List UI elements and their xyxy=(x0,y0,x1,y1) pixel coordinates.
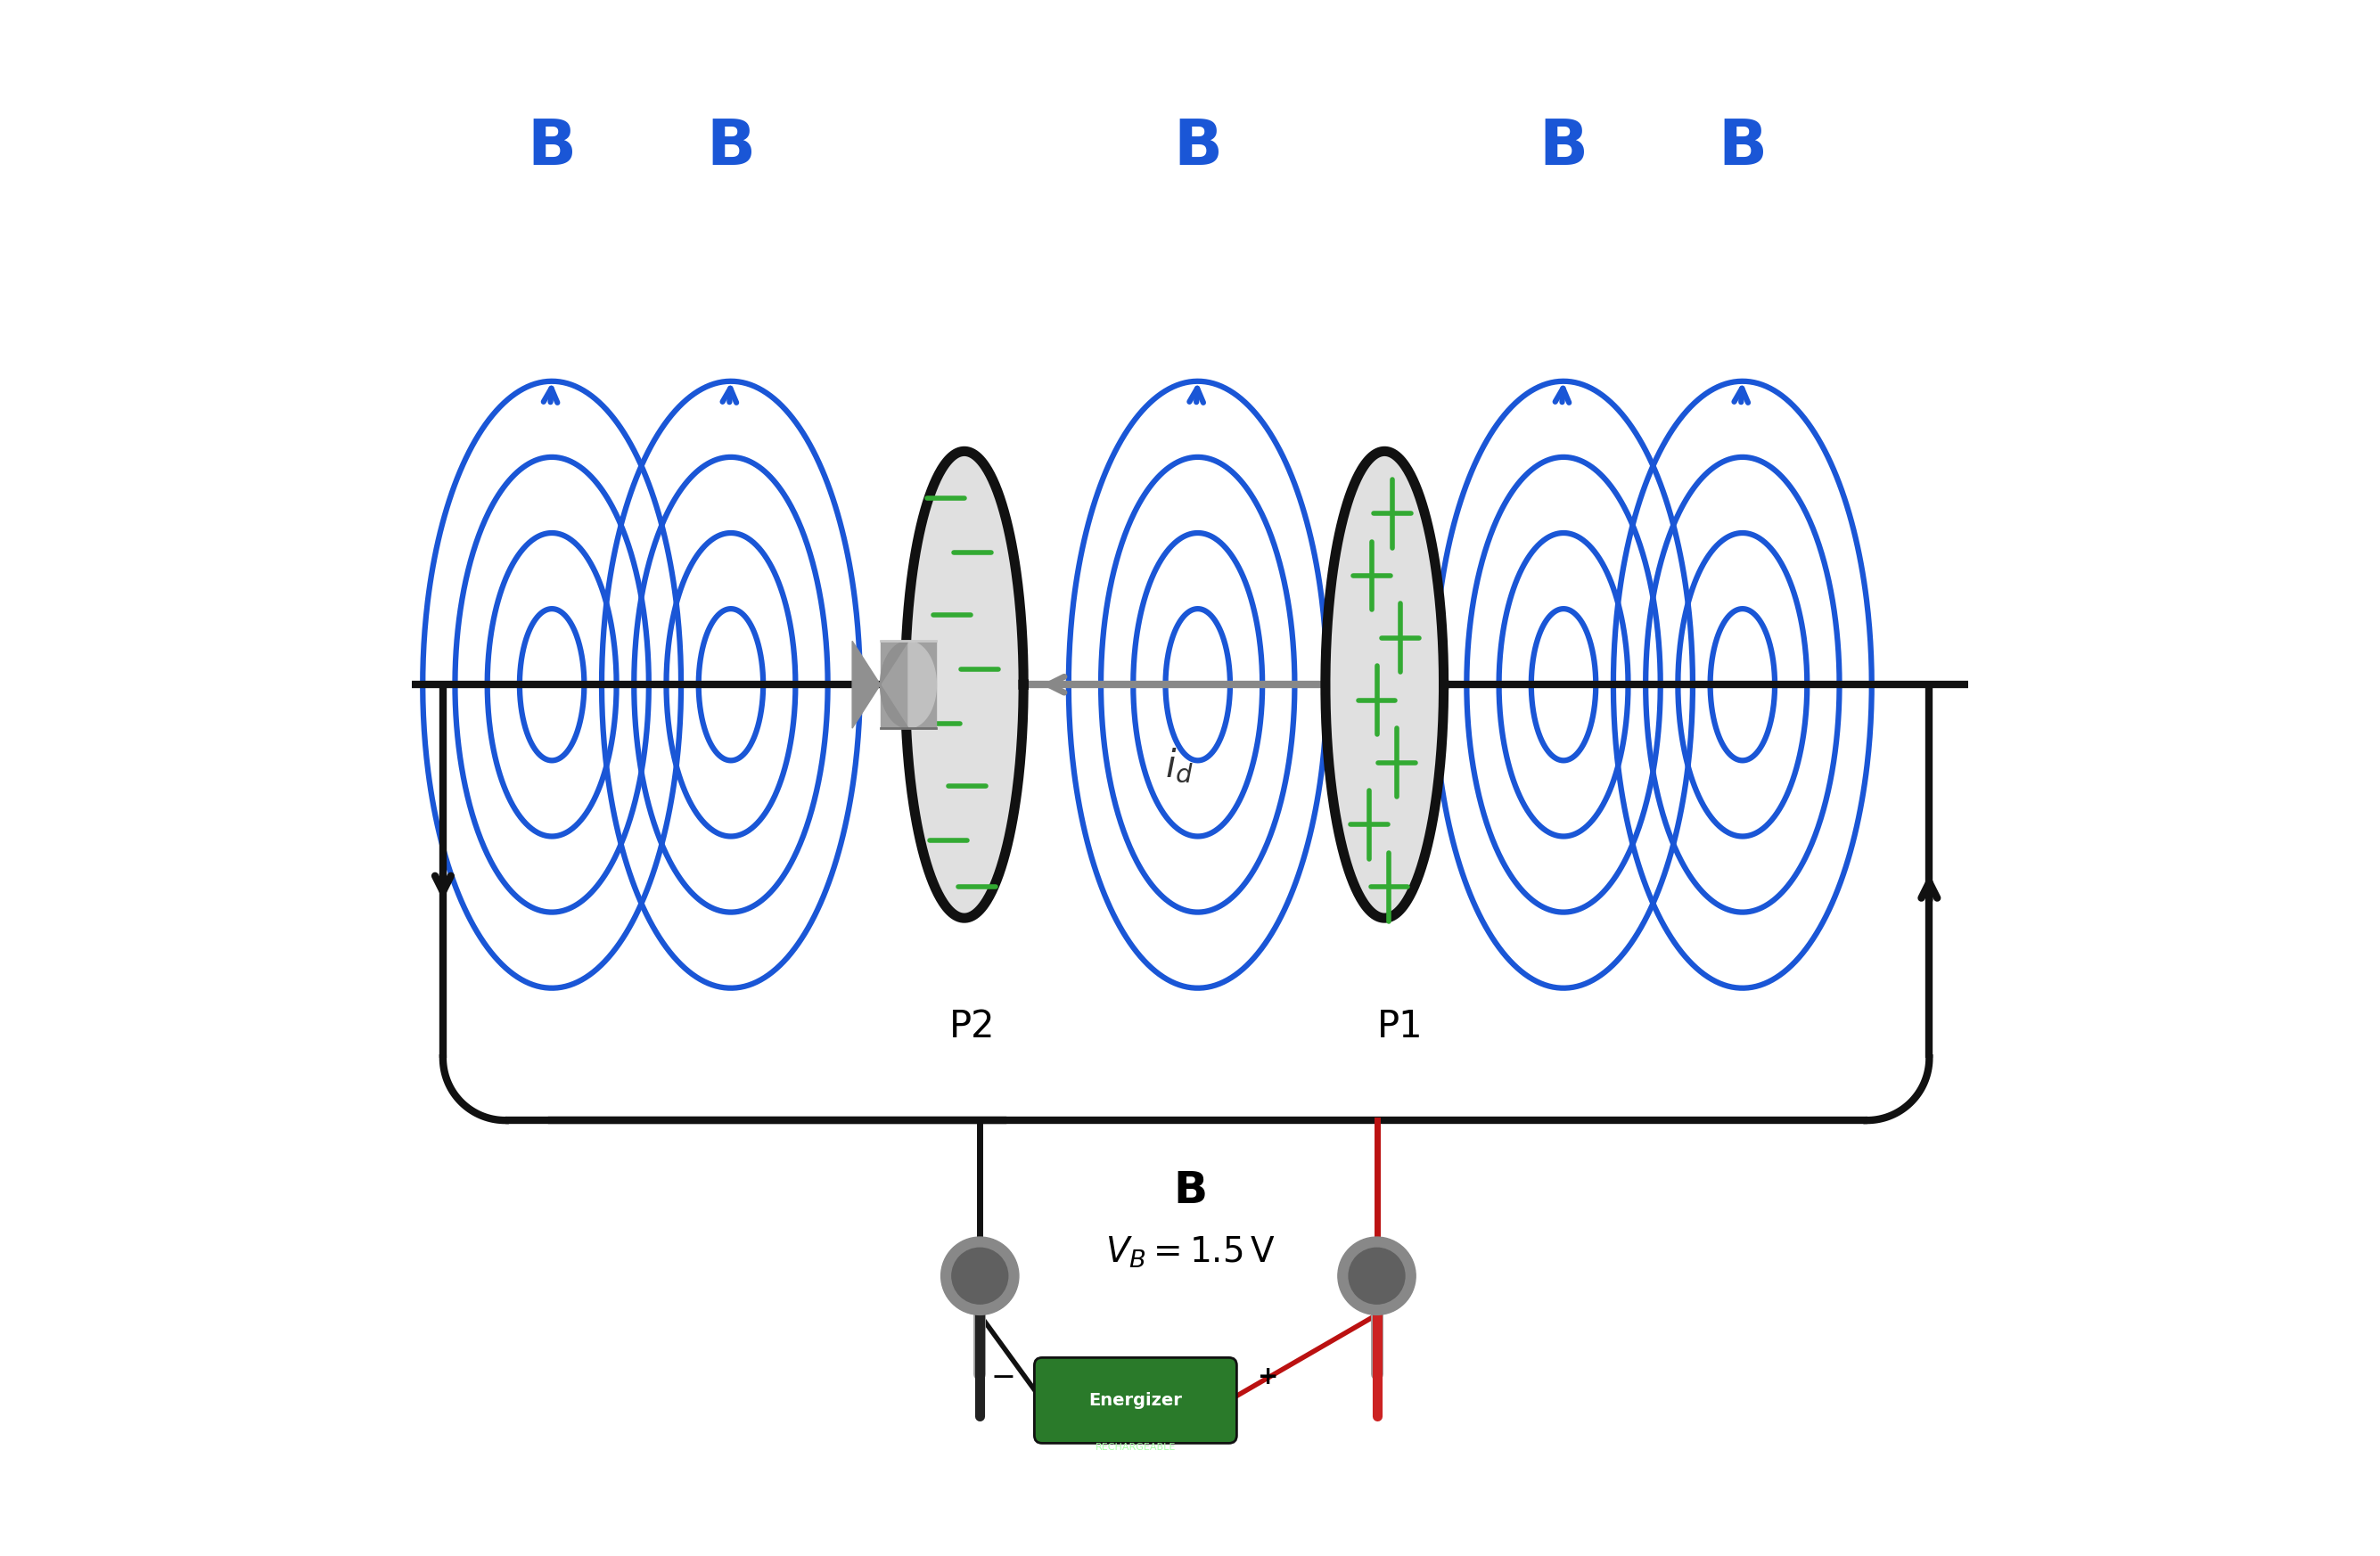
Text: B: B xyxy=(1540,117,1587,179)
Text: $V_B = 1.5\,\mathrm{V}$: $V_B = 1.5\,\mathrm{V}$ xyxy=(1104,1235,1276,1270)
Circle shape xyxy=(952,1248,1007,1304)
Circle shape xyxy=(1349,1248,1404,1304)
Polygon shape xyxy=(1326,451,1445,918)
Polygon shape xyxy=(852,641,909,728)
Polygon shape xyxy=(904,451,1023,918)
Text: +: + xyxy=(1257,1365,1278,1390)
Circle shape xyxy=(1338,1237,1416,1315)
Text: B: B xyxy=(707,117,754,179)
Text: P2: P2 xyxy=(950,1008,995,1046)
Text: Energizer: Energizer xyxy=(1088,1393,1183,1408)
FancyBboxPatch shape xyxy=(1035,1357,1238,1444)
Polygon shape xyxy=(909,641,935,728)
Text: −: − xyxy=(990,1363,1016,1391)
Circle shape xyxy=(940,1237,1019,1315)
Text: B: B xyxy=(1173,1169,1207,1212)
Text: B: B xyxy=(1173,117,1223,179)
Text: $i_d$: $i_d$ xyxy=(1164,747,1192,784)
Text: P1: P1 xyxy=(1378,1008,1423,1046)
Text: RECHARGEABLE: RECHARGEABLE xyxy=(1095,1442,1176,1452)
Text: B: B xyxy=(528,117,576,179)
Bar xyxy=(881,641,935,728)
Text: B: B xyxy=(1718,117,1766,179)
